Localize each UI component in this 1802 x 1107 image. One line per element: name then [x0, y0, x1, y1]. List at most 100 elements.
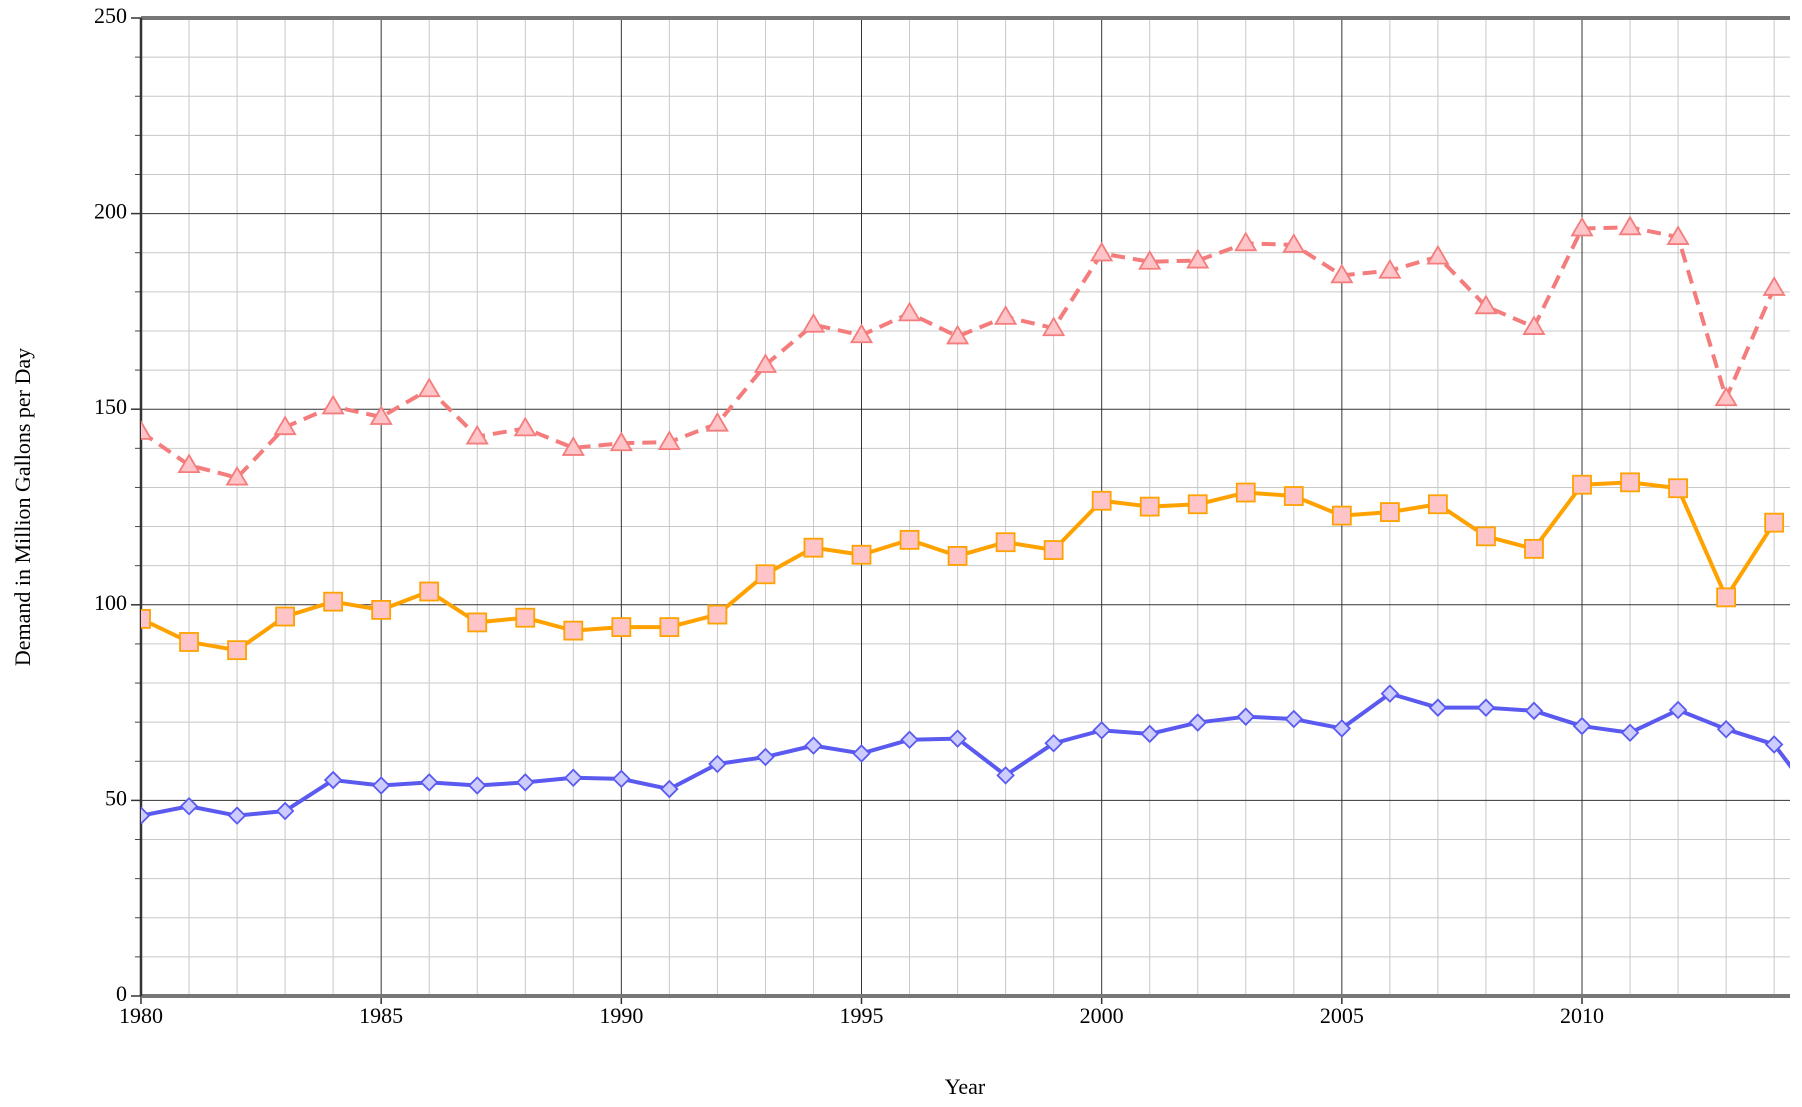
marker	[275, 606, 296, 627]
marker	[1426, 244, 1450, 265]
y-tick-label: 250	[94, 3, 127, 28]
marker	[1570, 216, 1594, 237]
marker	[179, 632, 199, 652]
marker	[227, 806, 247, 825]
marker	[275, 801, 295, 821]
y-axis-label: Demand in Million Gallons per Day	[10, 348, 35, 666]
marker	[465, 424, 489, 445]
marker	[948, 729, 967, 748]
marker	[1764, 735, 1784, 754]
marker	[371, 599, 392, 620]
marker	[1330, 263, 1354, 284]
marker	[417, 377, 441, 398]
x-tick-label: 1980	[119, 1003, 163, 1028]
marker	[1090, 241, 1114, 262]
marker	[1572, 716, 1592, 736]
marker	[611, 617, 632, 637]
marker	[708, 754, 727, 774]
marker	[609, 431, 633, 452]
marker	[1764, 512, 1785, 533]
marker	[804, 736, 823, 755]
marker	[1378, 258, 1402, 279]
marker	[1620, 723, 1640, 742]
marker	[1762, 276, 1786, 296]
marker	[1331, 505, 1352, 526]
marker	[369, 405, 393, 425]
marker	[1138, 249, 1162, 270]
marker	[1476, 698, 1496, 717]
marker	[1474, 294, 1498, 315]
x-tick-label: 1985	[359, 1003, 403, 1028]
marker	[323, 591, 344, 612]
marker	[1092, 721, 1111, 740]
marker	[141, 420, 153, 440]
marker	[561, 436, 585, 456]
marker	[227, 640, 247, 661]
plot-area	[141, 215, 1790, 825]
marker	[801, 312, 826, 333]
marker	[899, 529, 920, 550]
y-tick-label: 0	[116, 981, 127, 1006]
marker	[515, 773, 535, 792]
marker	[177, 453, 201, 474]
marker	[1716, 719, 1736, 739]
marker	[996, 766, 1015, 785]
marker	[1618, 215, 1642, 236]
marker	[755, 564, 776, 585]
marker	[1236, 707, 1256, 726]
marker	[1572, 474, 1592, 495]
marker	[1716, 587, 1737, 608]
marker	[657, 430, 681, 450]
marker	[419, 773, 439, 792]
marker	[707, 604, 728, 625]
marker	[803, 537, 824, 558]
marker	[753, 353, 778, 373]
x-axis-label: Year	[945, 1074, 986, 1099]
marker	[563, 620, 584, 641]
marker	[852, 744, 871, 763]
marker	[947, 546, 968, 566]
marker	[1379, 502, 1400, 522]
marker	[323, 770, 343, 790]
marker	[225, 465, 249, 486]
marker	[1428, 494, 1448, 515]
marker	[1714, 386, 1738, 407]
marker	[419, 581, 440, 602]
marker	[515, 607, 536, 628]
marker	[1283, 486, 1304, 506]
marker	[1666, 225, 1690, 245]
marker	[659, 617, 680, 637]
marker	[1044, 734, 1063, 753]
marker	[1524, 701, 1544, 721]
y-tick-label: 50	[105, 785, 127, 810]
marker	[1188, 713, 1208, 732]
marker	[513, 416, 537, 437]
marker	[1091, 490, 1112, 511]
marker	[1043, 540, 1064, 560]
x-tick-label: 2005	[1320, 1003, 1364, 1028]
marker	[946, 324, 970, 345]
marker	[1186, 248, 1210, 269]
marker	[660, 779, 679, 799]
marker	[1139, 496, 1160, 517]
series-line	[141, 691, 1790, 818]
x-tick-label: 2000	[1080, 1003, 1124, 1028]
x-tick-label: 2010	[1560, 1003, 1604, 1028]
marker	[1522, 315, 1546, 335]
marker	[1235, 482, 1256, 503]
marker	[321, 394, 345, 415]
marker	[179, 796, 199, 816]
marker	[756, 747, 775, 767]
marker	[1428, 698, 1448, 717]
marker	[1140, 724, 1159, 744]
marker	[141, 806, 151, 825]
marker	[849, 323, 874, 344]
marker	[1476, 526, 1496, 547]
marker	[1332, 719, 1352, 738]
marker	[1234, 231, 1258, 252]
marker	[467, 612, 488, 633]
marker	[273, 415, 297, 436]
y-tick-label: 150	[94, 394, 127, 419]
marker	[1524, 538, 1544, 559]
